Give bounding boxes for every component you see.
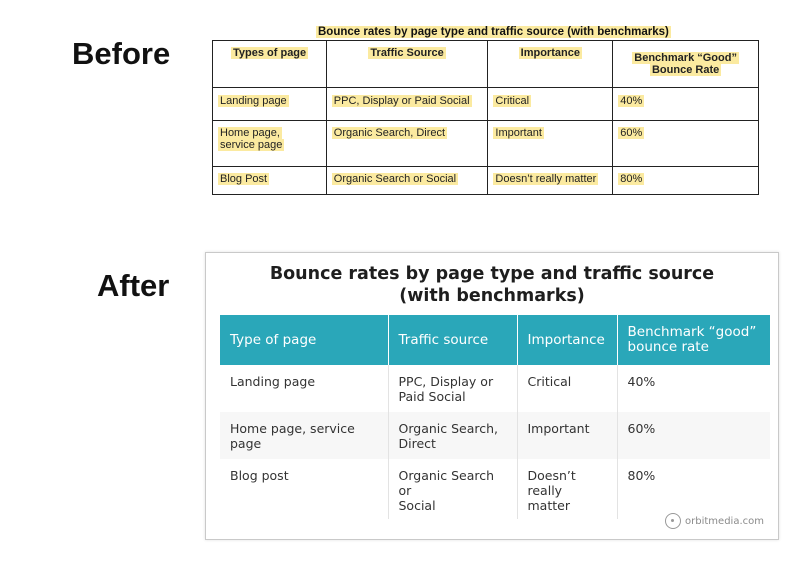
after-table-row: Blog post Organic Search or Social Doesn’…	[220, 459, 770, 519]
after-table-row: Home page, service page Organic Search, D…	[220, 412, 770, 459]
before-header-row: Types of page Traffic Source Importance …	[212, 40, 759, 88]
after-cell: 60%	[617, 412, 770, 459]
after-header-cell: Type of page	[220, 315, 389, 365]
brand-watermark: orbitmedia.com	[665, 513, 764, 529]
after-header-cell: Importance	[517, 315, 618, 365]
after-cell: Blog post	[220, 459, 389, 519]
after-cell: 40%	[627, 374, 656, 389]
before-cell: Organic Search or Social	[325, 166, 489, 195]
after-cell: PPC, Display or Paid Social	[388, 365, 518, 412]
after-header-cell: Traffic source	[388, 315, 518, 365]
before-header-cell: Types of page	[212, 40, 327, 88]
after-cell: Landing page	[220, 365, 389, 412]
before-cell: 80%	[612, 166, 759, 195]
after-table-title: Bounce rates by page type and traffic so…	[269, 264, 715, 306]
before-table-row: Landing page PPC, Display or Paid Social…	[212, 87, 759, 121]
after-card: Bounce rates by page type and traffic so…	[205, 252, 779, 540]
after-cell: Organic Search, Direct	[388, 412, 518, 459]
before-cell: Landing page	[212, 87, 327, 121]
orbit-logo-icon	[665, 513, 682, 529]
after-cell: Important	[517, 412, 618, 459]
before-cell: Doesn’t really matter	[487, 166, 614, 195]
after-cell: Doesn’t really matter	[517, 459, 618, 519]
after-cell: 80%	[627, 468, 656, 483]
after-cell: Critical	[517, 365, 618, 412]
before-cell: 60%	[612, 120, 759, 167]
before-label: Before	[72, 36, 171, 71]
before-table: Types of page Traffic Source Importance …	[212, 40, 759, 195]
before-cell: Blog Post	[212, 166, 327, 195]
before-cell: Important	[487, 120, 614, 167]
after-cell: Home page, service page	[220, 412, 389, 459]
before-header-cell: Traffic Source	[325, 40, 489, 88]
brand-text: orbitmedia.com	[685, 515, 764, 527]
before-cell: Critical	[487, 87, 614, 121]
after-label: After	[97, 268, 170, 303]
before-cell: Home page, service page	[212, 120, 327, 167]
after-table-row: Landing page PPC, Display or Paid Social …	[220, 365, 770, 412]
before-header-cell: Benchmark “Good” Bounce Rate	[612, 40, 759, 88]
after-header-cell: Benchmark “good” bounce rate	[617, 315, 770, 365]
before-cell: PPC, Display or Paid Social	[325, 87, 489, 121]
before-cell: 40%	[612, 87, 759, 121]
after-table: Type of page Traffic source Importance B…	[220, 315, 770, 519]
after-cell: Organic Search or Social	[388, 459, 518, 519]
before-table-row: Blog Post Organic Search or Social Doesn…	[212, 166, 759, 195]
before-cell: Organic Search, Direct	[325, 120, 489, 167]
after-header-row: Type of page Traffic source Importance B…	[220, 315, 770, 365]
before-table-title: Bounce rates by page type and traffic so…	[316, 26, 671, 38]
before-table-row: Home page, service page Organic Search, D…	[212, 120, 759, 167]
before-header-cell: Importance	[487, 40, 614, 88]
